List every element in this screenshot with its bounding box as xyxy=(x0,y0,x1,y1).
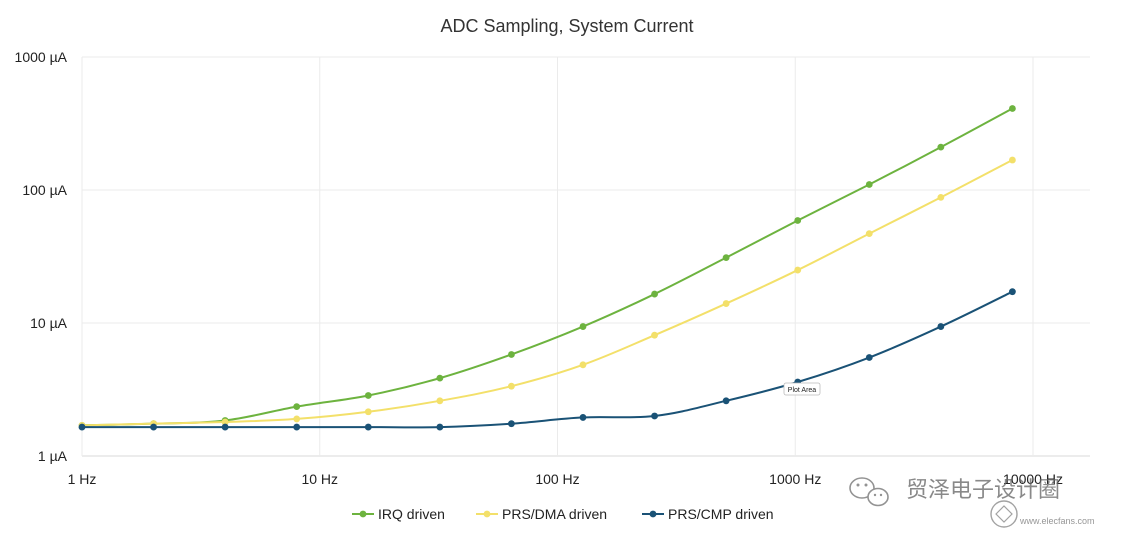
y-tick-label: 1000 µA xyxy=(15,49,68,65)
plot-area-tooltip: Plot Area xyxy=(783,382,821,396)
tooltip-box xyxy=(783,382,821,396)
data-point xyxy=(1009,156,1016,164)
data-point xyxy=(1009,288,1016,296)
data-point xyxy=(579,323,587,330)
legend-item: IRQ driven xyxy=(352,506,445,522)
data-point xyxy=(937,323,945,330)
watermark-text: 贸泽电子设计圈 xyxy=(906,477,1060,502)
x-tick-label: 10 Hz xyxy=(301,471,338,487)
data-point xyxy=(150,423,157,431)
watermark-subtext: www.elecfans.com xyxy=(1019,516,1095,526)
data-point xyxy=(293,403,301,411)
data-point xyxy=(579,361,587,369)
y-tick-label: 1 µA xyxy=(38,448,68,464)
series-prs-cmp-driven xyxy=(78,288,1016,431)
data-point xyxy=(436,397,444,405)
x-tick-label: 1 Hz xyxy=(68,471,97,487)
data-point xyxy=(508,420,515,428)
series-layer xyxy=(78,105,1016,431)
y-tick-label: 10 µA xyxy=(30,315,68,331)
data-point xyxy=(722,397,730,405)
data-point xyxy=(364,408,372,416)
data-point xyxy=(865,230,873,238)
x-axis-ticks: 1 Hz 10 Hz 100 Hz 1000 Hz 10000 Hz xyxy=(68,471,1063,487)
data-point xyxy=(293,415,301,423)
legend-swatch-marker xyxy=(649,510,657,518)
y-tick-label: 100 µA xyxy=(22,182,67,198)
data-point xyxy=(364,423,372,431)
wechat-icon xyxy=(849,477,889,507)
x-tick-label: 100 Hz xyxy=(535,471,579,487)
data-point xyxy=(722,300,730,307)
series-line xyxy=(81,290,1014,429)
data-point xyxy=(722,254,730,262)
series-irq-driven xyxy=(78,105,1016,429)
legend-swatch-marker xyxy=(483,510,491,518)
legend-label: PRS/CMP driven xyxy=(668,506,774,522)
data-point xyxy=(364,392,372,399)
data-point xyxy=(865,181,873,188)
legend: IRQ driven PRS/DMA driven PRS/CMP driven xyxy=(352,506,774,522)
data-point xyxy=(436,374,444,382)
data-point xyxy=(937,143,945,151)
data-point xyxy=(221,418,229,426)
data-point xyxy=(651,290,658,298)
data-point xyxy=(508,351,515,358)
data-point xyxy=(651,412,658,420)
data-point xyxy=(78,423,86,431)
tooltip-label: Plot Area xyxy=(788,387,817,394)
x-tick-label: 1000 Hz xyxy=(769,471,821,487)
x-tick-label: 10000 Hz xyxy=(1003,471,1063,487)
data-point xyxy=(221,423,229,431)
legend-item: PRS/CMP driven xyxy=(642,506,774,522)
data-point xyxy=(865,354,873,361)
data-point xyxy=(937,193,945,201)
legend-label: PRS/DMA driven xyxy=(502,506,607,522)
legend-label: IRQ driven xyxy=(378,506,445,522)
legend-item: PRS/DMA driven xyxy=(476,506,607,522)
data-point xyxy=(794,217,802,224)
data-point xyxy=(1009,105,1016,112)
data-point xyxy=(436,423,444,431)
data-point xyxy=(579,414,587,421)
y-axis-ticks: 1 µA 10 µA 100 µA 1000 µA xyxy=(15,49,68,464)
data-point xyxy=(293,423,301,431)
grid-layer xyxy=(81,56,1090,457)
elecfans-logo-icon xyxy=(990,500,1018,528)
data-point xyxy=(794,266,802,274)
legend-swatch-marker xyxy=(359,510,367,518)
chart-title: ADC Sampling, System Current xyxy=(440,16,693,36)
data-point xyxy=(508,382,515,390)
data-point xyxy=(651,331,658,339)
watermark: 贸泽电子设计圈 www.elecfans.com xyxy=(849,477,1095,528)
series-line xyxy=(81,159,1014,427)
